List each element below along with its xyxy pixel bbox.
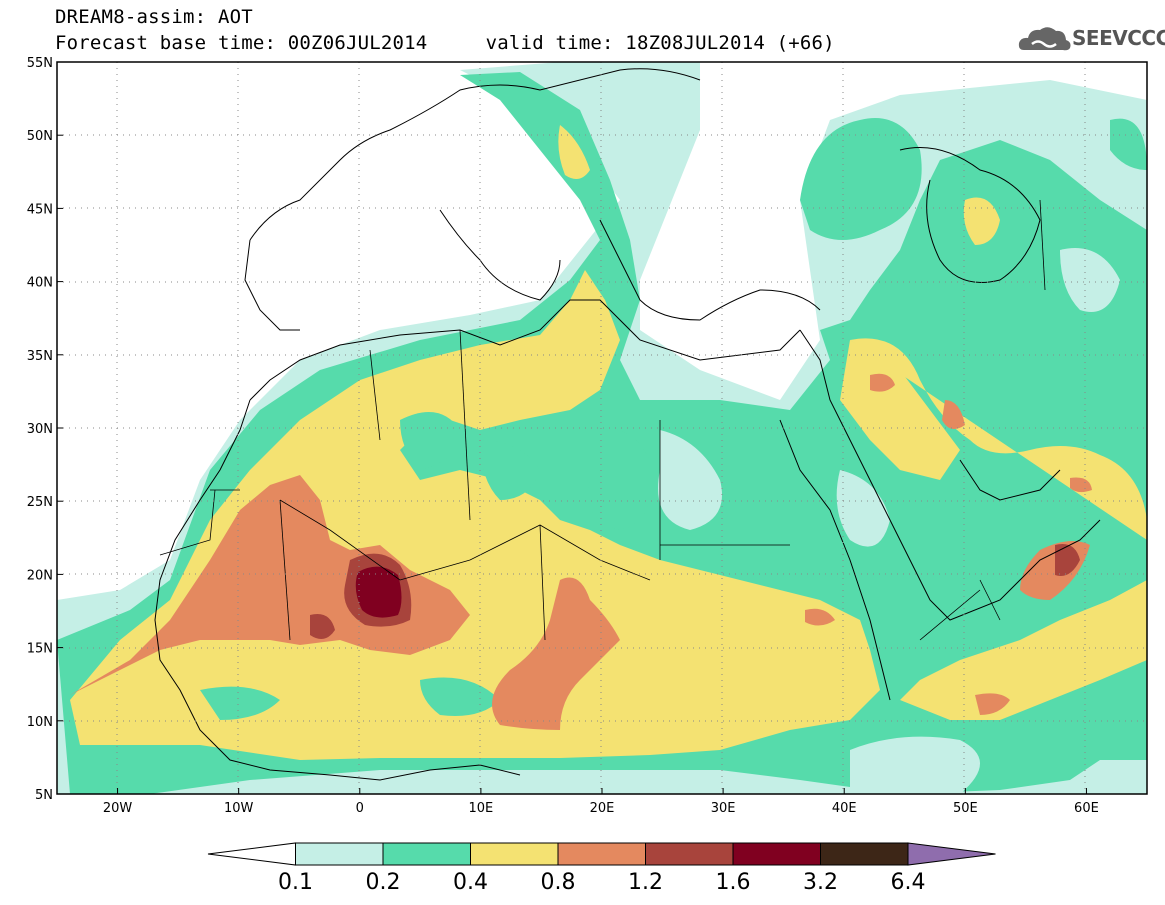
lat-label-20N: 20N <box>27 568 53 583</box>
country-borders <box>159 199 1046 641</box>
lon-label-10W: 10W <box>224 801 254 816</box>
lat-label-50N: 50N <box>27 129 53 144</box>
lon-label-60E: 60E <box>1074 801 1099 816</box>
colorbar-swatch <box>820 842 909 866</box>
colorbar-swatch <box>557 842 646 866</box>
lat-label-10N: 10N <box>27 715 53 730</box>
lon-label-40E: 40E <box>832 801 857 816</box>
lon-label-30E: 30E <box>711 801 736 816</box>
colorbar <box>207 842 996 866</box>
lat-label-15N: 15N <box>27 642 53 657</box>
lon-label-50E: 50E <box>953 801 978 816</box>
colorbar-swatch <box>732 842 821 866</box>
colorbar-level-label: 1.6 <box>715 870 751 895</box>
colorbar-level-label: 1.2 <box>628 870 663 895</box>
cloud-icon <box>1018 27 1071 51</box>
colorbar-swatch <box>645 842 734 866</box>
colorbar-swatch <box>295 842 384 866</box>
lon-label-10E: 10E <box>469 801 494 816</box>
colorbar-lower-extension <box>207 842 296 866</box>
colorbar-level-label: 0.4 <box>453 870 488 895</box>
grid-lines <box>57 62 1147 794</box>
logo-text: SEEVCCC <box>1072 26 1165 50</box>
latitude-labels: 55N 50N 45N 40N 35N 30N 25N 20N 15N 10N 5N <box>27 56 53 803</box>
longitude-labels: 20W 10W 0 10E 20E 30E 40E 50E 60E <box>103 801 1099 816</box>
colorbar-swatch <box>470 842 559 866</box>
colorbar-level-label: 0.2 <box>365 870 401 895</box>
lat-label-40N: 40N <box>27 276 53 291</box>
lat-label-5N: 5N <box>35 788 53 803</box>
lat-label-25N: 25N <box>27 495 53 510</box>
lat-label-35N: 35N <box>27 349 53 364</box>
title-line-1: DREAM8-assim: AOT <box>55 6 253 28</box>
aot-shading <box>57 62 1147 794</box>
colorbar-level-label: 6.4 <box>890 870 926 895</box>
lat-label-55N: 55N <box>27 56 53 71</box>
coastlines <box>154 68 1101 781</box>
colorbar-upper-extension <box>907 842 996 866</box>
lon-label-20W: 20W <box>103 801 133 816</box>
title-line-2: Forecast base time: 00Z06JUL2014 valid t… <box>55 32 835 54</box>
lat-label-30N: 30N <box>27 422 53 437</box>
colorbar-level-label: 0.8 <box>540 870 576 895</box>
lon-label-0: 0 <box>356 801 364 816</box>
colorbar-swatch <box>382 842 471 866</box>
colorbar-level-label: 0.1 <box>278 870 313 895</box>
lon-label-20E: 20E <box>590 801 615 816</box>
lat-label-45N: 45N <box>27 202 53 217</box>
axis-ticks <box>57 61 1087 795</box>
colorbar-level-label: 3.2 <box>803 870 838 895</box>
